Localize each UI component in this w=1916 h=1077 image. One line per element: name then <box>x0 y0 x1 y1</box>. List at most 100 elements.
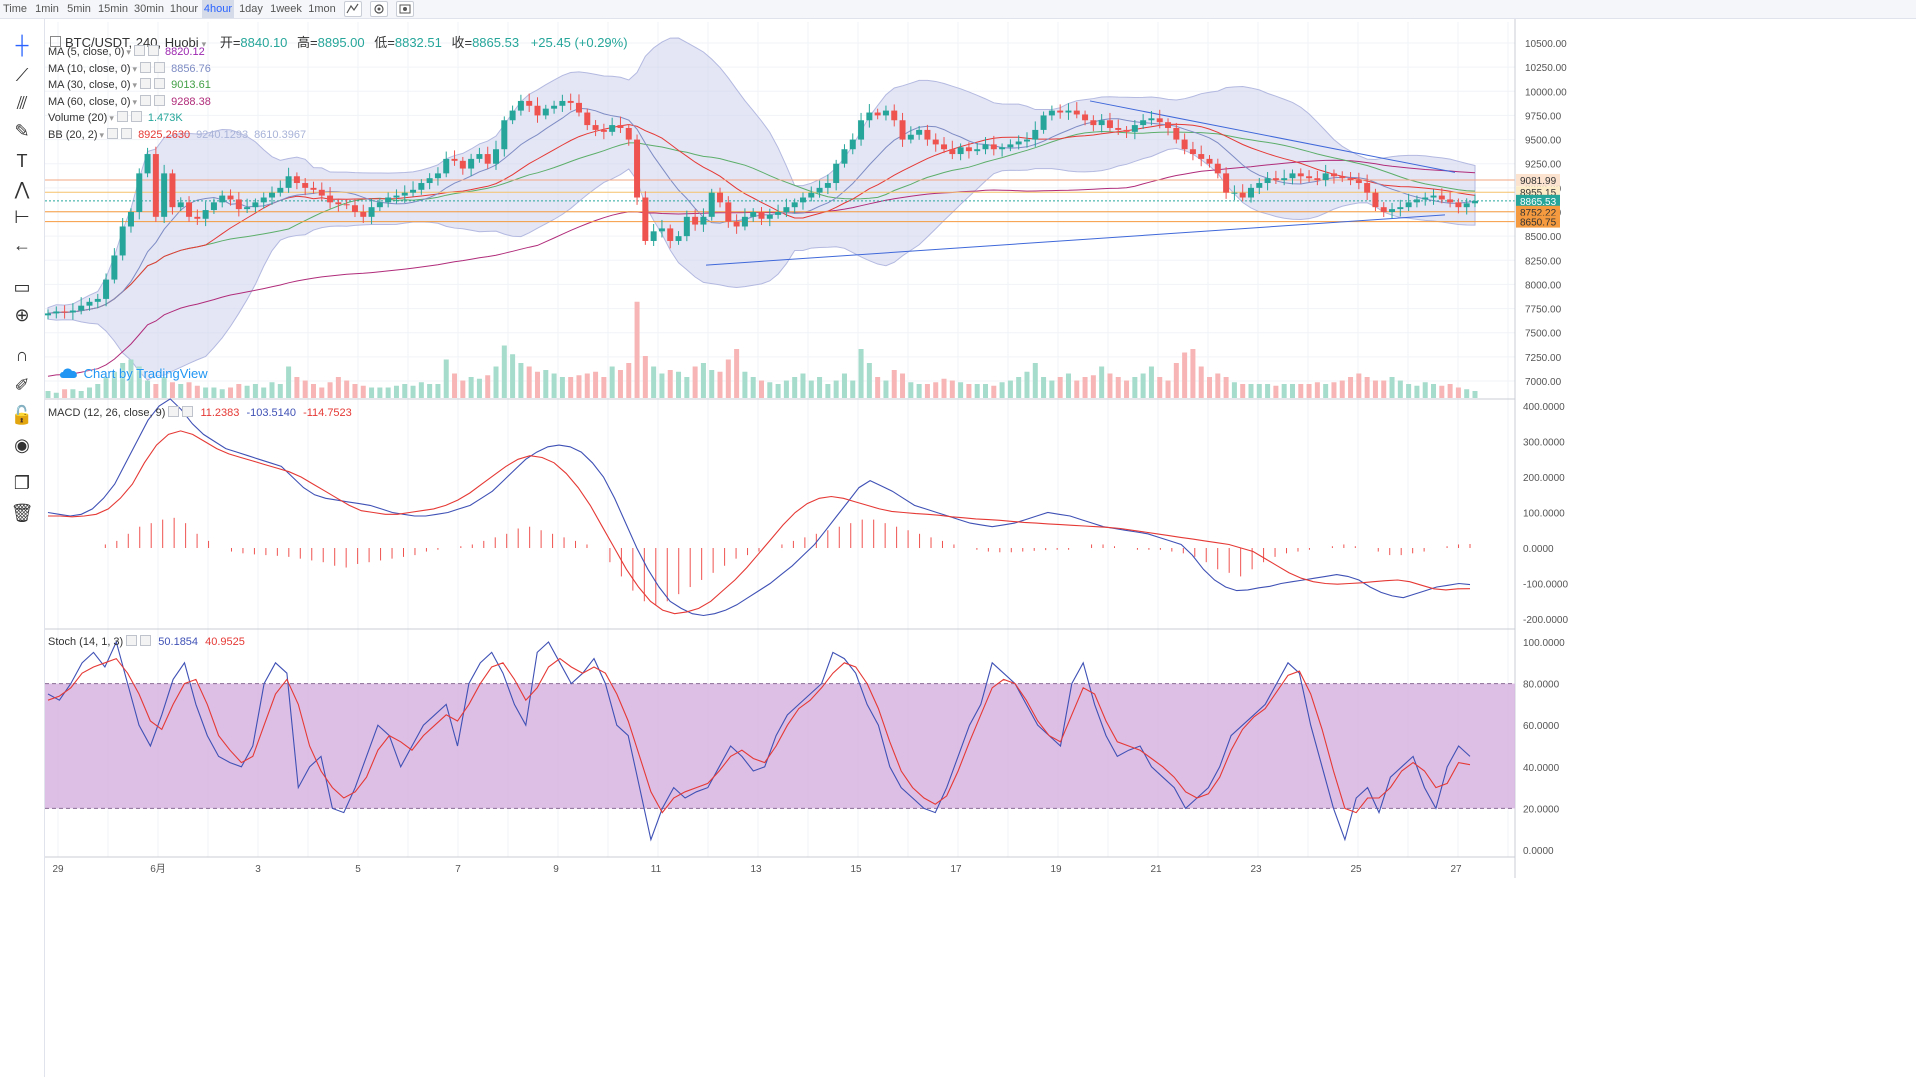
candle-body <box>617 125 624 128</box>
price-axis-label: 8500.00 <box>1525 232 1562 243</box>
symbol-dropdown-icon[interactable]: ▾ <box>201 39 207 49</box>
volume-bar <box>70 389 76 398</box>
volume-bar <box>236 384 242 398</box>
candle-body <box>692 216 699 225</box>
candle-body <box>368 207 375 217</box>
candle-body <box>376 202 383 208</box>
brush-icon[interactable]: ✎ <box>14 121 30 141</box>
volume-bar <box>1223 377 1229 398</box>
candle-body <box>891 110 898 121</box>
volume-bar <box>783 380 789 398</box>
indicator-close-icon[interactable] <box>154 61 166 73</box>
crosshair-icon[interactable]: ┼ <box>15 35 29 55</box>
volume-bar <box>352 384 358 398</box>
ruler-icon[interactable]: ▭ <box>13 277 31 297</box>
tf-time[interactable]: Time <box>2 3 28 15</box>
price-tag-label: 9081.99 <box>1520 176 1557 187</box>
volume-bar <box>750 377 756 398</box>
indicator-settings-icon[interactable] <box>133 45 145 56</box>
candle-body <box>484 154 491 164</box>
indicator-settings-icon[interactable] <box>140 78 152 89</box>
volume-bar <box>1455 387 1461 398</box>
volume-bar <box>1215 373 1221 398</box>
volume-bar <box>617 370 623 398</box>
measure-icon[interactable]: ⊢ <box>14 207 30 227</box>
eye-icon[interactable]: ◉ <box>14 435 30 455</box>
candle-body <box>1173 127 1180 140</box>
tf-1week[interactable]: 1week <box>270 3 302 15</box>
volume-bar <box>269 382 275 398</box>
indicator-close-icon[interactable] <box>121 127 133 139</box>
indicator-value: 8856.76 <box>171 62 211 75</box>
volume-bar <box>1447 384 1453 398</box>
volume-bar <box>543 370 549 398</box>
time-axis-label: 27 <box>1450 864 1462 875</box>
volume-bar <box>551 373 557 398</box>
indicator-dropdown-icon[interactable]: ▾ <box>99 129 105 140</box>
trash-icon[interactable]: 🗑 <box>10 503 34 523</box>
indicator-settings-icon[interactable] <box>140 94 152 106</box>
macd-close-icon[interactable] <box>182 406 194 417</box>
candle-body <box>841 149 848 164</box>
indicator-dropdown-icon[interactable]: ▾ <box>132 63 138 74</box>
stoch-legend: Stoch (14, 1, 3) 50.1854 40.9525 <box>48 635 245 648</box>
indicator-close-icon[interactable] <box>147 45 159 56</box>
volume-bar <box>120 363 126 398</box>
pattern-icon[interactable]: ⋀ <box>14 179 30 199</box>
text-icon[interactable]: T <box>16 151 28 171</box>
lock-icon[interactable]: 🔓 <box>10 405 34 425</box>
volume-bar <box>1306 384 1312 398</box>
indicator-settings-icon[interactable] <box>140 61 152 73</box>
stoch-settings-icon[interactable] <box>126 635 138 646</box>
collapse-icon[interactable] <box>50 36 61 47</box>
tf-1hour[interactable]: 1hour <box>169 3 199 15</box>
candle-body <box>219 195 226 203</box>
indicators-icon[interactable] <box>344 1 362 17</box>
macd-settings-icon[interactable] <box>168 406 180 417</box>
indicator-settings-icon[interactable] <box>107 127 119 139</box>
magnet-icon[interactable]: ∩ <box>15 345 29 365</box>
macd-histogram <box>104 517 1471 605</box>
pitchfork-icon[interactable]: ⫻ <box>16 93 28 113</box>
candle-body <box>1447 199 1454 203</box>
volume-bar <box>111 371 117 398</box>
layers-icon[interactable]: ❐ <box>13 473 31 493</box>
indicator-dropdown-icon[interactable]: ▾ <box>126 47 131 57</box>
tf-1day[interactable]: 1day <box>239 3 263 15</box>
volume-bar <box>1231 382 1237 398</box>
tf-1mon[interactable]: 1mon <box>308 3 336 15</box>
indicator-close-icon[interactable] <box>130 111 142 122</box>
candle-body <box>335 202 342 205</box>
tf-5min[interactable]: 5min <box>67 3 91 15</box>
macd-axis-label: -100.0000 <box>1523 580 1568 591</box>
candle-body <box>733 221 740 227</box>
indicator-dropdown-icon[interactable]: ▾ <box>132 96 138 107</box>
lock-drawing-icon[interactable]: ✐ <box>14 375 30 395</box>
volume-bar <box>62 389 68 398</box>
candle-body <box>849 139 856 150</box>
candle-body <box>741 216 748 227</box>
zoom-in-icon[interactable]: ⊕ <box>14 305 30 325</box>
volume-bar <box>327 382 333 398</box>
stoch-close-icon[interactable] <box>140 635 152 646</box>
settings-gear-icon[interactable] <box>370 1 388 17</box>
indicator-settings-icon[interactable] <box>116 111 128 122</box>
indicator-label: Volume (20) <box>48 112 108 124</box>
price-tag-box <box>1516 215 1560 228</box>
indicator-close-icon[interactable] <box>154 94 166 106</box>
volume-bar <box>203 387 209 398</box>
screenshot-icon[interactable] <box>396 1 414 17</box>
indicator-dropdown-icon[interactable]: ▾ <box>109 113 114 123</box>
candle-body <box>310 187 317 190</box>
candle-body <box>1131 125 1138 132</box>
trend-line-icon[interactable]: ⟋ <box>15 65 29 85</box>
tf-4hour[interactable]: 4hour <box>202 0 234 18</box>
arrow-icon[interactable]: ← <box>13 235 31 255</box>
tf-15min[interactable]: 15min <box>98 3 128 15</box>
indicator-close-icon[interactable] <box>154 78 166 89</box>
tf-30min[interactable]: 30min <box>134 3 164 15</box>
volume-bar <box>1248 384 1254 398</box>
indicator-dropdown-icon[interactable]: ▾ <box>132 80 138 90</box>
tf-1min[interactable]: 1min <box>35 3 59 15</box>
